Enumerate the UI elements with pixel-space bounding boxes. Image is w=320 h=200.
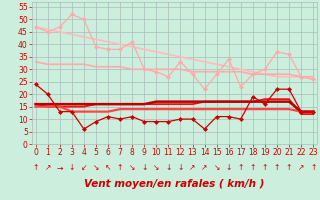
Text: ↑: ↑: [32, 163, 39, 172]
Text: ↓: ↓: [177, 163, 184, 172]
X-axis label: Vent moyen/en rafales ( km/h ): Vent moyen/en rafales ( km/h ): [84, 179, 265, 189]
Text: ↑: ↑: [262, 163, 268, 172]
Text: ↓: ↓: [165, 163, 172, 172]
Text: →: →: [57, 163, 63, 172]
Text: ↑: ↑: [310, 163, 316, 172]
Text: ↑: ↑: [274, 163, 280, 172]
Text: ↓: ↓: [226, 163, 232, 172]
Text: ↘: ↘: [93, 163, 99, 172]
Text: ↗: ↗: [201, 163, 208, 172]
Text: ↗: ↗: [189, 163, 196, 172]
Text: ↘: ↘: [153, 163, 159, 172]
Text: ↘: ↘: [129, 163, 135, 172]
Text: ↑: ↑: [286, 163, 292, 172]
Text: ↑: ↑: [250, 163, 256, 172]
Text: ↓: ↓: [141, 163, 148, 172]
Text: ↙: ↙: [81, 163, 87, 172]
Text: ↖: ↖: [105, 163, 111, 172]
Text: ↑: ↑: [237, 163, 244, 172]
Text: ↘: ↘: [213, 163, 220, 172]
Text: ↗: ↗: [44, 163, 51, 172]
Text: ↓: ↓: [68, 163, 75, 172]
Text: ↗: ↗: [298, 163, 304, 172]
Text: ↑: ↑: [117, 163, 123, 172]
